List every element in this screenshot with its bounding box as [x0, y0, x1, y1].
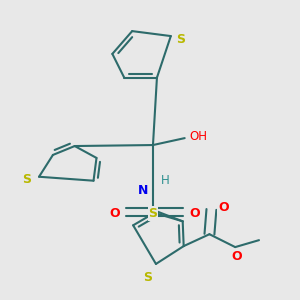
Text: O: O	[231, 250, 242, 263]
Text: O: O	[218, 201, 229, 214]
Text: S: S	[22, 173, 31, 186]
Text: N: N	[138, 184, 148, 197]
Text: O: O	[189, 207, 200, 220]
Text: H: H	[160, 174, 169, 187]
Text: S: S	[143, 271, 152, 284]
Text: O: O	[109, 207, 120, 220]
Text: OH: OH	[190, 130, 208, 142]
Text: S: S	[176, 32, 185, 46]
Text: S: S	[148, 207, 158, 220]
